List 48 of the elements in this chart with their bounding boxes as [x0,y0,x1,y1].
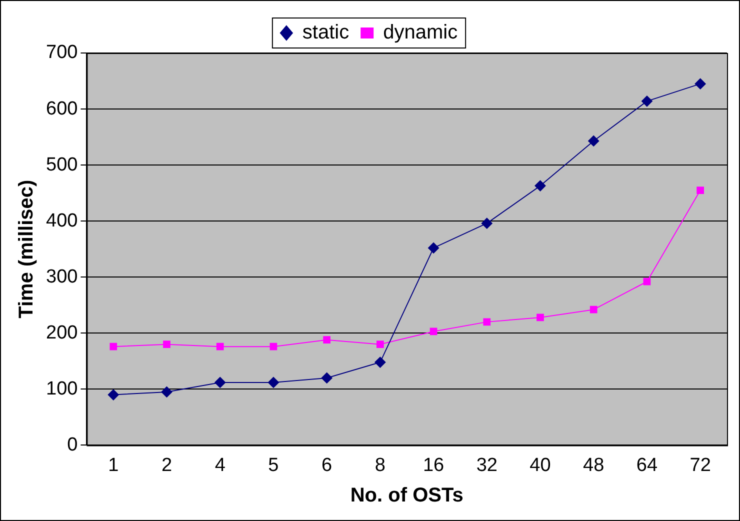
x-tick-label: 32 [476,454,498,476]
point [108,389,119,400]
point [216,342,224,350]
point [588,135,600,146]
y-axis-title: Time (millisec) [16,180,38,318]
y-tick-label: 400 [46,210,78,232]
x-tick-label: 4 [214,454,226,476]
y-tick-label: 700 [46,42,78,64]
point [694,78,706,90]
point [323,336,330,344]
point [161,386,172,398]
y-tick-label: 600 [46,98,78,120]
x-tick-label: 72 [690,454,711,476]
point [376,340,384,348]
point [481,218,492,229]
x-axis-title: No. of OSTs [350,484,464,507]
point [536,314,544,322]
y-tick-label: 200 [46,322,78,344]
point [590,306,598,314]
point [428,242,440,254]
x-tick-label: 1 [108,454,119,476]
legend-label: dynamic [383,22,458,44]
x-tick-label: 5 [268,454,279,476]
point [268,376,279,388]
point [430,328,438,336]
x-tick-label: 8 [374,454,386,476]
legend-label: static [302,22,350,44]
point [696,186,704,194]
x-tick-label: 40 [530,454,551,476]
point [374,356,386,368]
y-tick-label: 100 [46,378,78,400]
x-tick-label: 48 [583,454,604,476]
point [483,318,491,326]
point [641,96,652,107]
y-tick-label: 500 [46,154,78,176]
point [163,340,170,348]
y-tick-label: 0 [67,434,78,456]
point [110,342,118,350]
point [214,376,226,388]
x-tick-label: 16 [422,454,444,476]
point [534,180,546,192]
x-tick-label: 2 [161,454,172,476]
point [643,278,651,286]
x-tick-label: 6 [322,454,332,476]
x-tick-label: 64 [636,454,658,476]
y-tick-label: 300 [46,266,78,288]
point [270,342,278,350]
point [321,372,332,384]
